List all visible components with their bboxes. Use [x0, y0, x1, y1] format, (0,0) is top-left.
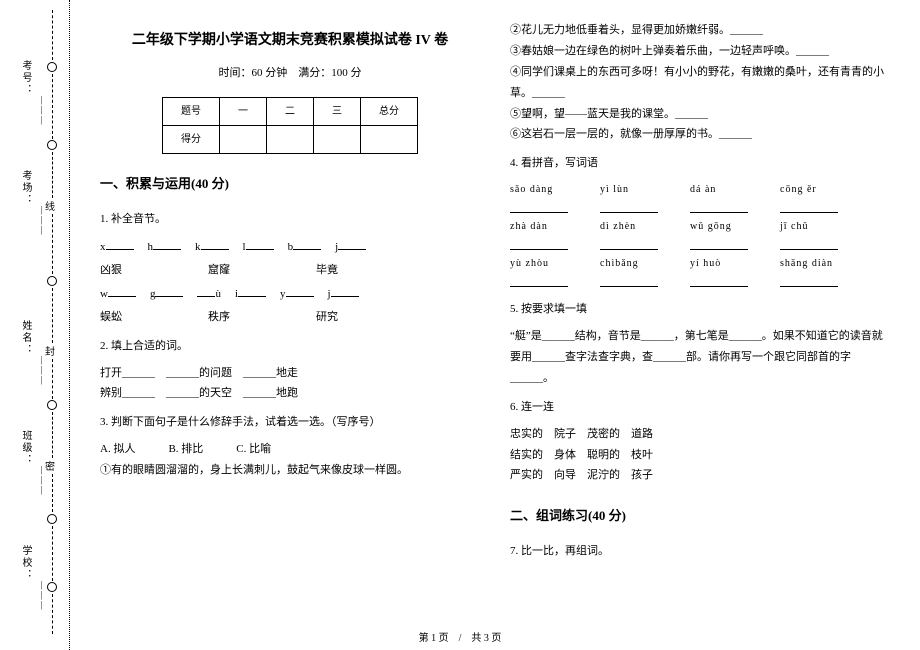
- page-content: 二年级下学期小学语文期末竞赛积累模拟试卷 IV 卷 时间：60 分钟 满分：10…: [80, 0, 910, 620]
- left-column: 二年级下学期小学语文期末竞赛积累模拟试卷 IV 卷 时间：60 分钟 满分：10…: [100, 20, 480, 620]
- cut-line: [52, 526, 53, 581]
- q1-row2-words: 蜈蚣 秩序 研究: [100, 307, 480, 328]
- score-header: 三: [314, 98, 361, 126]
- score-row-label: 得分: [163, 126, 220, 154]
- q6-line: 忠实的 院子 茂密的 道路: [510, 424, 890, 445]
- q2-line: 辨别______ ______的天空 ______地跑: [100, 383, 480, 404]
- cut-line: [52, 152, 53, 198]
- page-footer: 第 1 页 / 共 3 页: [0, 629, 920, 644]
- cut-circle: [47, 140, 57, 150]
- score-cell: [361, 126, 418, 154]
- binding-edge: 考号： ︱︱︱ 考场： ︱︱︱ 姓名： ︱︱︱ 班级： ︱︱︱ 学校： ︱︱︱ …: [0, 0, 70, 650]
- binding-label-room: 考场：: [18, 170, 33, 206]
- cut-line: [52, 214, 53, 274]
- binding-label-name: 姓名：: [18, 320, 33, 356]
- q3-label: 3. 判断下面句子是什么修辞手法，试着选一选。（写序号）: [100, 412, 480, 433]
- section-heading: 二、组词练习(40 分): [510, 504, 890, 529]
- cut-circle: [47, 276, 57, 286]
- binding-label-exam-id: 考号：: [18, 60, 33, 96]
- cut-line: [52, 594, 53, 634]
- q2-label: 2. 填上合适的词。: [100, 336, 480, 357]
- q4-grid: sǎo dàng yì lùn dá àn cōng ěr zhà dàn dì…: [510, 180, 890, 291]
- q3-choices: A. 拟人 B. 排比 C. 比喻: [100, 439, 480, 460]
- seal-char: 线: [45, 198, 55, 213]
- q3-item: ②花儿无力地低垂着头，显得更加娇嫩纤弱。______: [510, 20, 890, 41]
- cut-circle: [47, 62, 57, 72]
- score-table: 题号 一 二 三 总分 得分: [162, 97, 418, 154]
- q3-item: ③春姑娘一边在绿色的树叶上弹奏着乐曲，一边轻声呼唤。______: [510, 41, 890, 62]
- cut-line: [52, 74, 53, 139]
- score-header: 总分: [361, 98, 418, 126]
- binding-line: ︱︱︱: [32, 355, 47, 385]
- binding-label-school: 学校：: [18, 545, 33, 581]
- binding-line: ︱︱︱: [32, 95, 47, 125]
- cut-line: [52, 10, 53, 60]
- cut-line: [52, 412, 53, 458]
- score-cell: [314, 126, 361, 154]
- section-heading: 一、积累与运用(40 分): [100, 172, 480, 197]
- q1-row1-blanks: x h k l b j: [100, 236, 480, 258]
- q5-label: 5. 按要求填一填: [510, 299, 890, 320]
- q5-text: “艇”是______结构，音节是______，第七笔是______。如果不知道它…: [510, 326, 890, 389]
- binding-line: ︱︱︱: [32, 580, 47, 610]
- q3-item: ⑤望啊，望——蓝天是我的课堂。______: [510, 104, 890, 125]
- q4-label: 4. 看拼音，写词语: [510, 153, 890, 174]
- q6-label: 6. 连一连: [510, 397, 890, 418]
- cut-line: [52, 288, 53, 343]
- score-header: 一: [220, 98, 267, 126]
- cut-line: [52, 474, 53, 512]
- q6-line: 严实的 向导 泥泞的 孩子: [510, 465, 890, 486]
- page-subtitle: 时间：60 分钟 满分：100 分: [100, 63, 480, 84]
- q3-item: ⑥这岩石一层一层的，就像一册厚厚的书。______: [510, 124, 890, 145]
- cut-circle: [47, 514, 57, 524]
- page-title: 二年级下学期小学语文期末竞赛积累模拟试卷 IV 卷: [100, 28, 480, 55]
- binding-label-class: 班级：: [18, 430, 33, 466]
- cut-line: [52, 359, 53, 399]
- score-header: 题号: [163, 98, 220, 126]
- q1-label: 1. 补全音节。: [100, 209, 480, 230]
- score-cell: [267, 126, 314, 154]
- q1-row1-words: 凶狠 窟窿 毕竟: [100, 260, 480, 281]
- q3-item: ①有的眼睛圆溜溜的，身上长满刺儿，鼓起气来像皮球一样圆。: [100, 460, 480, 481]
- q2-line: 打开______ ______的问题 ______地走: [100, 363, 480, 384]
- q1-row2-blanks: w g ù i y j: [100, 283, 480, 305]
- right-column: ②花儿无力地低垂着头，显得更加娇嫩纤弱。______ ③春姑娘一边在绿色的树叶上…: [510, 20, 890, 620]
- seal-char: 密: [45, 458, 55, 473]
- cut-circle: [47, 582, 57, 592]
- q6-line: 结实的 身体 聪明的 枝叶: [510, 445, 890, 466]
- q3-item: ④同学们课桌上的东西可多呀！有小小的野花，有嫩嫩的桑叶，还有青青的小草。____…: [510, 62, 890, 104]
- cut-circle: [47, 400, 57, 410]
- q7-label: 7. 比一比，再组词。: [510, 541, 890, 562]
- score-header: 二: [267, 98, 314, 126]
- seal-char: 封: [45, 343, 55, 358]
- score-cell: [220, 126, 267, 154]
